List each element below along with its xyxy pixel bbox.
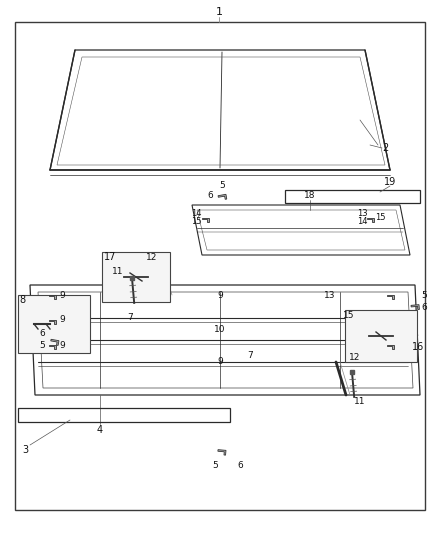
Polygon shape bbox=[218, 450, 226, 455]
Text: 9: 9 bbox=[59, 290, 65, 300]
Text: 17: 17 bbox=[104, 252, 116, 262]
Text: 6: 6 bbox=[39, 328, 45, 337]
Polygon shape bbox=[411, 305, 420, 310]
Text: 15: 15 bbox=[191, 217, 201, 227]
Polygon shape bbox=[49, 295, 56, 299]
Text: 13: 13 bbox=[357, 208, 367, 217]
Text: 15: 15 bbox=[343, 311, 355, 319]
Text: 5: 5 bbox=[421, 290, 427, 300]
Text: 14: 14 bbox=[191, 208, 201, 217]
Text: 9: 9 bbox=[217, 290, 223, 300]
Text: 14: 14 bbox=[357, 217, 367, 227]
Text: 6: 6 bbox=[207, 190, 213, 199]
Text: 12: 12 bbox=[350, 353, 360, 362]
Text: 5: 5 bbox=[39, 341, 45, 350]
Text: 12: 12 bbox=[146, 254, 158, 262]
Polygon shape bbox=[201, 218, 208, 222]
Text: 7: 7 bbox=[247, 351, 253, 359]
Polygon shape bbox=[49, 320, 56, 324]
Text: 5: 5 bbox=[212, 461, 218, 470]
Bar bbox=[102, 252, 170, 302]
Text: 19: 19 bbox=[384, 177, 396, 187]
Polygon shape bbox=[367, 218, 374, 222]
Text: 8: 8 bbox=[19, 295, 25, 305]
Text: 18: 18 bbox=[304, 191, 316, 200]
Text: 9: 9 bbox=[59, 341, 65, 350]
Text: 2: 2 bbox=[382, 143, 388, 153]
Text: 15: 15 bbox=[375, 214, 385, 222]
Text: 4: 4 bbox=[97, 425, 103, 435]
Polygon shape bbox=[49, 345, 56, 349]
Text: 7: 7 bbox=[127, 313, 133, 322]
Text: 10: 10 bbox=[214, 326, 226, 335]
Text: 6: 6 bbox=[237, 461, 243, 470]
Polygon shape bbox=[218, 195, 227, 199]
Text: 9: 9 bbox=[59, 316, 65, 325]
Bar bbox=[345, 310, 417, 362]
Text: 6: 6 bbox=[421, 303, 427, 311]
Text: 5: 5 bbox=[219, 181, 225, 190]
Bar bbox=[18, 295, 90, 353]
Text: 3: 3 bbox=[22, 445, 28, 455]
Text: 11: 11 bbox=[354, 398, 366, 407]
Text: 9: 9 bbox=[217, 358, 223, 367]
Text: 1: 1 bbox=[215, 7, 223, 17]
Polygon shape bbox=[386, 345, 393, 349]
Polygon shape bbox=[51, 340, 59, 345]
Text: 11: 11 bbox=[112, 268, 124, 277]
Text: 16: 16 bbox=[412, 342, 424, 352]
Text: 13: 13 bbox=[324, 290, 336, 300]
Polygon shape bbox=[386, 295, 393, 299]
